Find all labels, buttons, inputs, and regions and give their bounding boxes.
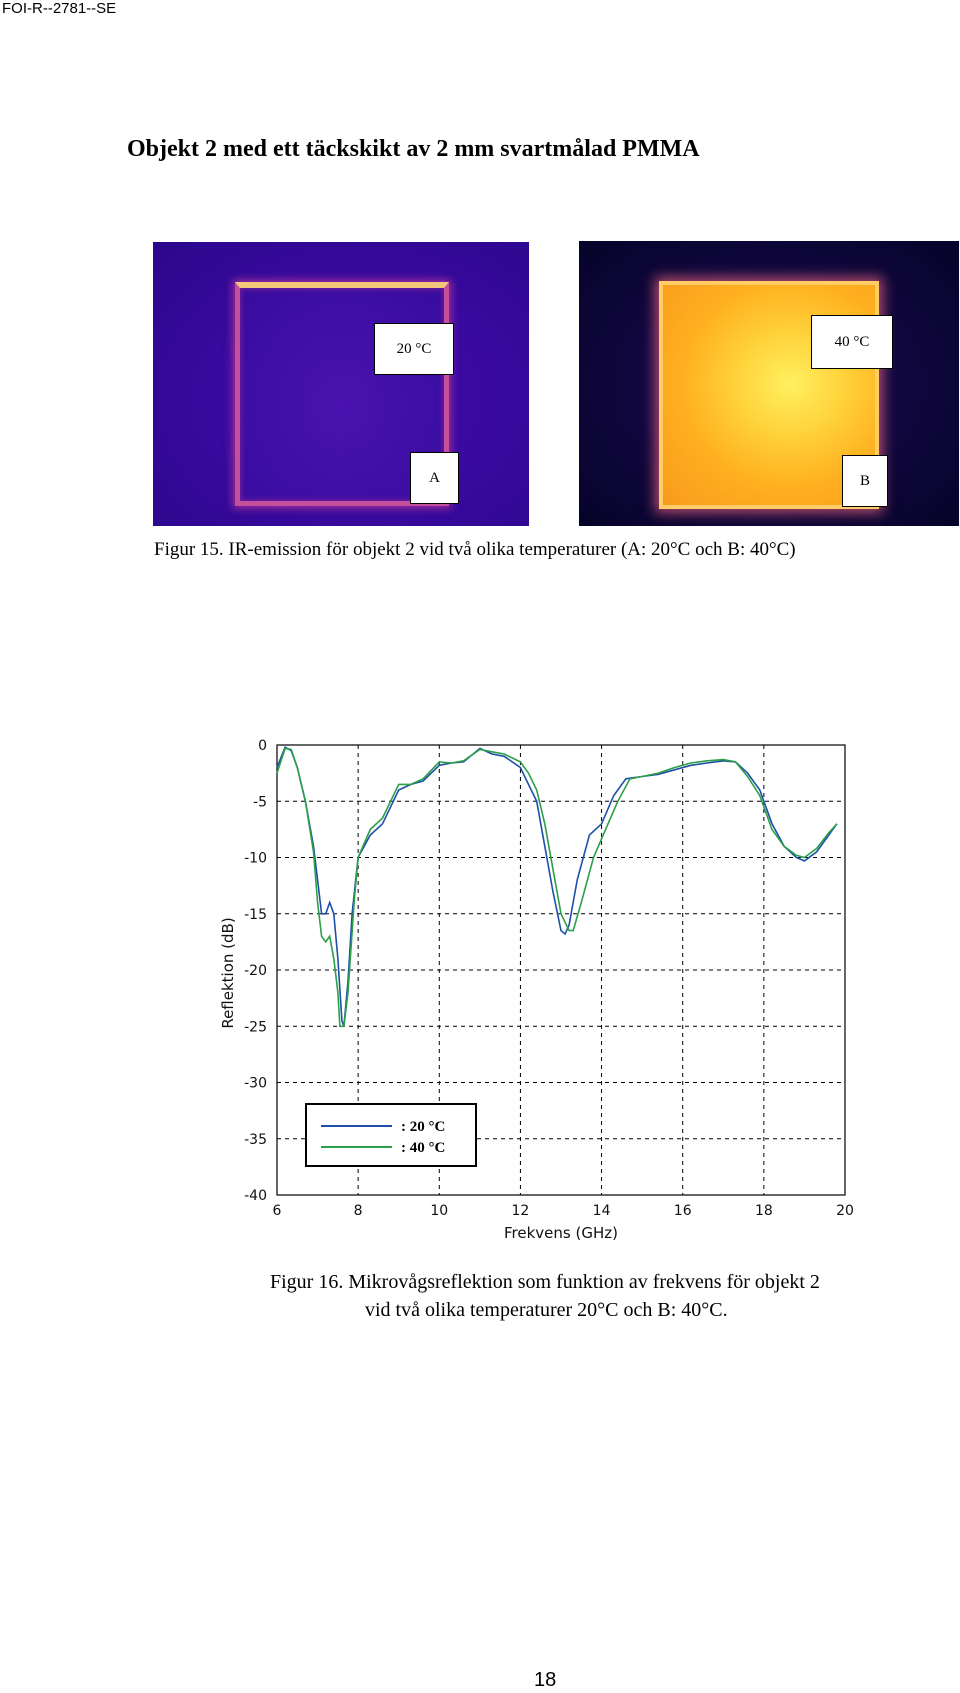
y-tick-label: 0 bbox=[258, 738, 267, 754]
x-tick-label: 6 bbox=[273, 1203, 282, 1219]
y-tick-label: -30 bbox=[244, 1076, 267, 1092]
y-tick-label: -20 bbox=[244, 963, 267, 979]
y-tick-label: -35 bbox=[244, 1132, 267, 1148]
x-tick-label: 20 bbox=[836, 1203, 854, 1219]
temp-label-b: 40 °C bbox=[811, 315, 893, 369]
y-tick-label: -25 bbox=[244, 1019, 267, 1035]
letter-label-a: A bbox=[410, 452, 459, 504]
figure-16-caption-line2: vid två olika temperaturer 20°C och B: 4… bbox=[365, 1299, 728, 1321]
legend: : 20 °C : 40 °C bbox=[305, 1103, 477, 1167]
y-tick-label: -15 bbox=[244, 907, 267, 923]
x-tick-label: 12 bbox=[512, 1203, 530, 1219]
x-axis-label: Frekvens (GHz) bbox=[504, 1224, 618, 1242]
document-id: FOI-R--2781--SE bbox=[2, 0, 117, 17]
x-tick-label: 10 bbox=[430, 1203, 448, 1219]
legend-box bbox=[305, 1103, 477, 1167]
figure-15-caption: Figur 15. IR-emission för objekt 2 vid t… bbox=[154, 539, 796, 560]
figure-16-caption: Figur 16. Mikrovågsreflektion som funkti… bbox=[270, 1268, 820, 1324]
legend-label-20c: : 20 °C bbox=[401, 1119, 445, 1135]
page-number: 18 bbox=[534, 1669, 557, 1691]
x-tick-label: 16 bbox=[674, 1203, 692, 1219]
temp-label-a: 20 °C bbox=[374, 323, 454, 375]
ir-object-a bbox=[235, 282, 449, 506]
y-tick-label: -40 bbox=[244, 1188, 267, 1204]
series-line-1 bbox=[276, 747, 838, 1028]
reflection-chart: 6 8 10 12 14 16 18 20 0-5-10-15-20-25-30-35-40 … bbox=[219, 738, 854, 1242]
x-tick-labels: 6 8 10 12 14 16 18 20 bbox=[273, 1203, 854, 1219]
ir-image-a: 20 °C A bbox=[153, 242, 529, 526]
legend-label-40c: : 40 °C bbox=[401, 1140, 445, 1156]
letter-label-b: B bbox=[842, 455, 888, 507]
y-tick-label: -10 bbox=[244, 851, 267, 867]
figure-16-caption-line1: Figur 16. Mikrovågsreflektion som funkti… bbox=[270, 1271, 820, 1293]
y-axis-label: Reflektion (dB) bbox=[219, 917, 237, 1028]
ir-image-b: 40 °C B bbox=[579, 241, 959, 526]
y-tick-label: -5 bbox=[253, 794, 267, 810]
x-tick-label: 8 bbox=[354, 1203, 363, 1219]
series-group bbox=[276, 746, 838, 1028]
x-tick-label: 14 bbox=[593, 1203, 611, 1219]
section-heading: Objekt 2 med ett täckskikt av 2 mm svart… bbox=[127, 136, 700, 162]
grid bbox=[277, 745, 845, 1195]
y-tick-labels: 0 -5 -10 -15 -20 -25 -30 -35 -40 bbox=[244, 738, 267, 1204]
x-tick-label: 18 bbox=[755, 1203, 773, 1219]
